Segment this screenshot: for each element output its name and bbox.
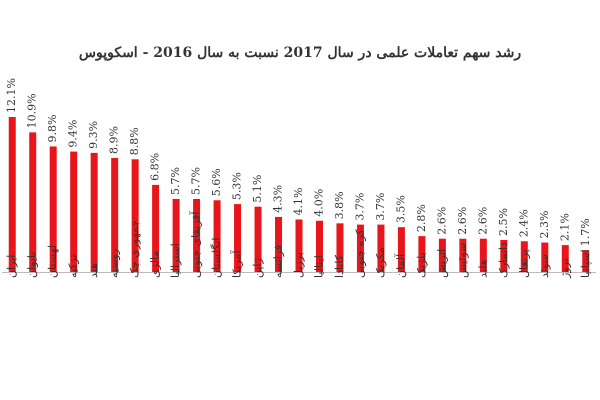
x-tick-label: هلند: [476, 259, 489, 278]
x-tick-label: هند: [87, 263, 100, 278]
bar: [582, 250, 590, 272]
data-label: 2.4%: [517, 209, 530, 237]
data-label: 9.4%: [67, 120, 80, 148]
data-label: 8.9%: [108, 126, 121, 154]
data-label: 3.7%: [374, 193, 387, 221]
data-label: 2.3%: [538, 211, 551, 239]
bar: [193, 198, 201, 272]
data-label: 3.7%: [353, 193, 366, 221]
bar: [275, 216, 283, 272]
bar: [213, 200, 221, 272]
x-tick-label: مکزیک: [374, 247, 387, 278]
x-tick-label: کانادا: [333, 254, 346, 278]
x-tick-label: نروژ: [558, 258, 571, 279]
x-tick-label: ایتالیا: [312, 255, 325, 278]
data-label: 2.6%: [435, 207, 448, 235]
x-tick-label: فرانسه: [272, 245, 285, 278]
bar: [152, 184, 160, 272]
data-label: 9.3%: [87, 121, 100, 149]
bar: [541, 242, 549, 272]
data-label: 4.3%: [272, 185, 285, 213]
x-tick-label: دانمارک: [497, 242, 510, 278]
bar: [520, 241, 528, 272]
data-label: 5.6%: [210, 168, 223, 196]
x-tick-label: برزیل: [292, 252, 305, 278]
data-label: 4.1%: [292, 188, 305, 216]
data-label: 2.8%: [415, 204, 428, 232]
data-label: 3.5%: [394, 195, 407, 223]
x-tick-label: مالزی: [149, 251, 162, 278]
data-label: 2.1%: [558, 213, 571, 241]
data-label: 4.0%: [312, 189, 325, 217]
x-tick-label: سوئد: [538, 254, 551, 278]
x-tick-label: اسپانیا: [579, 249, 592, 278]
bar: [254, 206, 262, 272]
bar: [459, 238, 467, 272]
bar: [111, 157, 119, 272]
bar: [295, 219, 303, 272]
data-label: 5.1%: [251, 175, 264, 203]
data-label: 2.6%: [456, 207, 469, 235]
bar: [479, 238, 487, 272]
data-label: 10.9%: [26, 93, 39, 128]
data-label: 8.8%: [128, 127, 141, 155]
x-tick-label: استرالیا: [169, 243, 182, 278]
data-label: 5.7%: [169, 167, 182, 195]
x-tick-label: ژاپن: [251, 258, 264, 278]
data-label: 9.8%: [46, 115, 59, 143]
x-tick-label: انگلستان: [210, 238, 223, 278]
bar: [438, 238, 446, 272]
bar: [8, 117, 16, 272]
x-tick-label: ترکیه: [67, 254, 80, 278]
data-label: 12.1%: [5, 78, 18, 113]
bar: [70, 151, 78, 272]
x-tick-label: اتریش: [435, 249, 448, 278]
x-tick-label: پرتغال: [517, 249, 530, 278]
bar: [49, 146, 57, 272]
data-label: 3.8%: [333, 191, 346, 219]
bar: [131, 159, 139, 272]
x-tick-label: آفریقای جنوبی: [190, 211, 203, 278]
bar: [500, 239, 508, 272]
data-label: 5.7%: [190, 167, 203, 195]
data-label: 1.7%: [579, 218, 592, 246]
bar: [356, 224, 364, 272]
data-label: 5.3%: [231, 172, 244, 200]
data-label: 6.8%: [149, 153, 162, 181]
chart-title: رشد سهم تعاملات علمی در سال 2017 نسبت به…: [79, 45, 521, 61]
bar: [172, 198, 180, 272]
x-tick-label: کره جنوبی: [353, 229, 366, 278]
bar: [418, 236, 426, 272]
x-tick-label: سوئیس: [456, 243, 469, 278]
data-label: 2.6%: [476, 207, 489, 235]
bar: [234, 204, 242, 272]
x-tick-label: آمریکا: [231, 250, 244, 278]
x-tick-label: ایران: [5, 255, 18, 278]
x-tick-label: لهستان: [46, 245, 59, 278]
x-tick-label: آلمان: [394, 253, 407, 278]
bar: [29, 132, 37, 272]
x-tick-label: روسیه: [108, 249, 121, 278]
bar: [397, 227, 405, 272]
x-tick-label: بلژیک: [415, 252, 428, 278]
x-tick-label: تایوان: [26, 252, 39, 278]
bar: [561, 245, 569, 272]
bar: [336, 223, 344, 272]
bar: [90, 152, 98, 272]
bar: [377, 224, 385, 272]
x-tick-label: جمهوری چک: [128, 220, 141, 278]
bar: [315, 220, 323, 272]
data-label: 2.5%: [497, 208, 510, 236]
